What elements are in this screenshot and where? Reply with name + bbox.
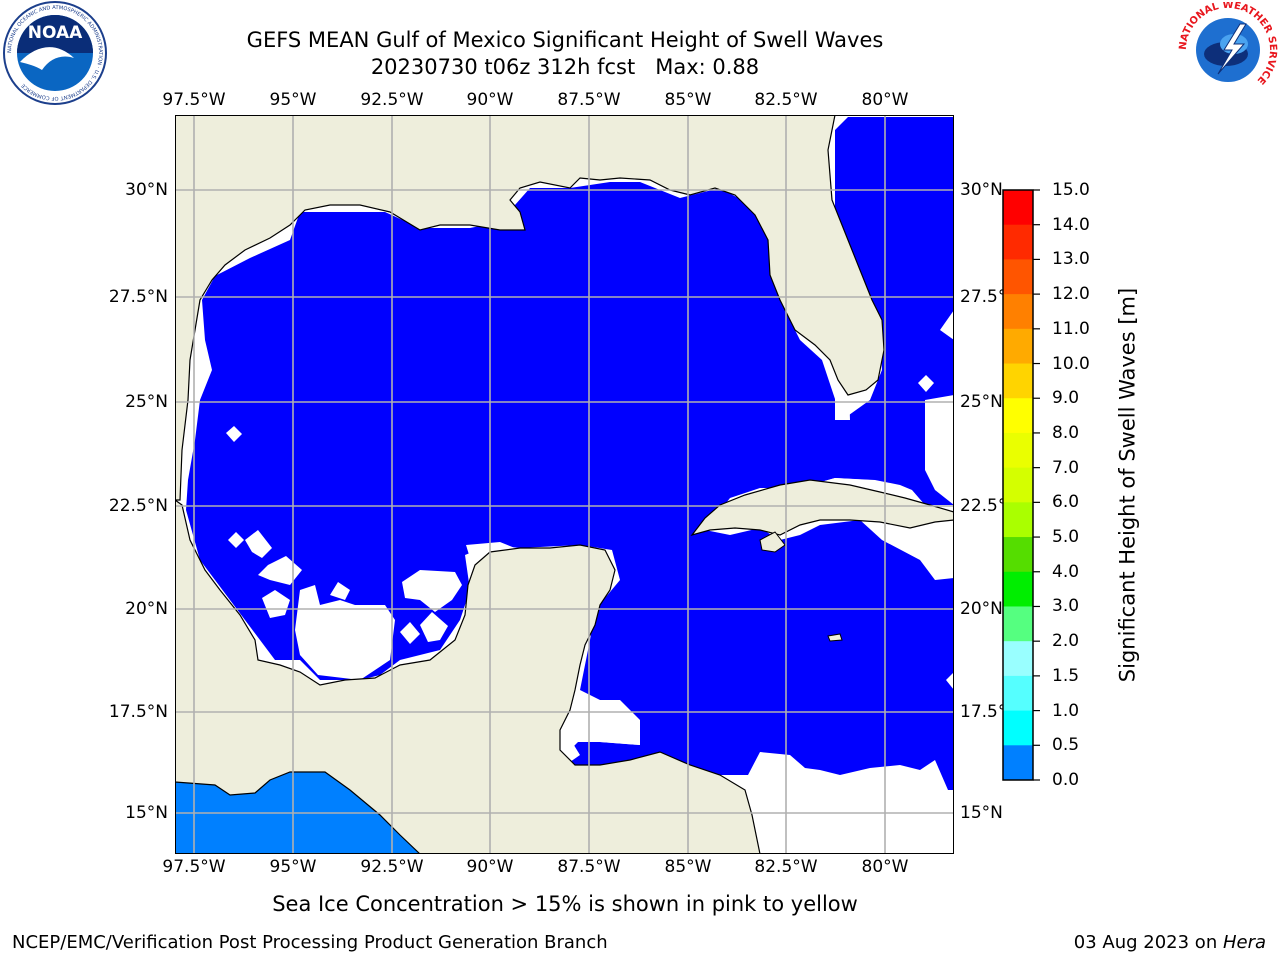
land-jamaica [827,633,843,642]
lat-tick-label: 15°N [960,803,1003,823]
colorbar-tick-label: 6.0 [1052,492,1080,513]
lat-tick-label: 27.5°N [108,287,168,307]
colorbar-segment [1003,467,1033,503]
colorbar-tick-label: 15.0 [1052,180,1090,200]
lat-tick-label: 20°N [960,599,1003,619]
lon-tick-label: 85°W [664,857,712,877]
sea-ice-note: Sea Ice Concentration > 15% is shown in … [272,892,858,916]
colorbar-tick-label: 2.0 [1052,631,1080,652]
lat-tick-label: 22.5°N [108,496,168,516]
colorbar-segment [1003,537,1033,573]
footer-branch: NCEP/EMC/Verification Post Processing Pr… [12,932,608,953]
noaa-logo-icon: NOAA NATIONAL OCEANIC AND ATMOSPHERIC AD… [2,0,108,110]
colorbar-tick-label: 5.0 [1052,527,1080,548]
colorbar-title: Significant Height of Swell Waves [m] [1115,287,1140,683]
colorbar-segment [1003,606,1033,642]
svg-text:NOAA: NOAA [28,23,83,43]
colorbar-segment [1003,571,1033,607]
lon-tick-label: 97.5°W [162,90,226,110]
nws-logo-icon: NATIONAL WEATHER SERVICE [1178,0,1278,102]
colorbar-tick-label: 8.0 [1052,422,1080,443]
colorbar-tick-label: 1.0 [1052,700,1080,721]
lat-tick-label: 15°N [125,803,168,823]
colorbar-segment [1003,363,1033,399]
land-north-america [174,114,885,501]
lon-tick-label: 85°W [664,90,712,110]
colorbar-tick-label: 4.0 [1052,561,1080,582]
colorbar-segment [1003,294,1033,330]
lon-tick-label: 90°W [466,90,514,110]
gulf-map [174,114,955,855]
land-mexico [174,498,761,855]
map-panel [174,114,955,858]
lon-tick-label: 87.5°W [557,857,621,877]
chart-title: GEFS MEAN Gulf of Mexico Significant Hei… [246,28,884,52]
footer-host: Hera [1222,932,1266,953]
colorbar-tick-label: 9.0 [1052,388,1080,409]
lon-tick-label: 82.5°W [754,857,818,877]
lon-tick-label: 95°W [269,857,317,877]
graticule [175,115,954,854]
colorbar-segment [1003,432,1033,469]
colorbar-tick-label: 11.0 [1052,318,1090,339]
lat-tick-label: 20°N [125,599,168,619]
lon-tick-label: 92.5°W [360,90,424,110]
colorbar-tick-label: 3.0 [1052,596,1080,617]
lon-tick-label: 87.5°W [557,90,621,110]
lat-tick-label: 25°N [960,392,1003,412]
colorbar-tick-label: 12.0 [1052,284,1090,305]
lon-tick-label: 90°W [466,857,514,877]
land-isle [759,531,786,553]
lon-tick-label: 95°W [269,90,317,110]
colorbar [1002,189,1046,785]
footer-date: 03 Aug 2023 on Hera [1074,932,1266,954]
chart-subtitle: 20230730 t06z 312h fcst Max: 0.88 [370,55,760,79]
colorbar-tick-label: 0.0 [1052,770,1080,790]
colorbar-frame [1002,189,1034,781]
colorbar-segment [1003,224,1033,260]
colorbar-segment [1003,745,1033,781]
footer-date-text: 03 Aug 2023 on [1073,932,1223,953]
colorbar-svg [1002,189,1040,781]
colorbar-tick-label: 7.0 [1052,457,1080,478]
lat-tick-label: 25°N [125,392,168,412]
colorbar-tick-label: 10.0 [1052,353,1090,374]
colorbar-segment [1003,190,1033,226]
colorbar-segment [1003,675,1033,712]
colorbar-tick-label: 1.5 [1052,665,1080,686]
colorbar-segment [1003,641,1033,677]
lon-tick-label: 97.5°W [162,857,226,877]
lat-tick-label: 30°N [960,180,1003,200]
colorbar-tick-label: 14.0 [1052,214,1090,235]
colorbar-segment [1003,328,1033,365]
lon-tick-label: 80°W [861,90,909,110]
colorbar-segment [1003,710,1033,746]
colorbar-segment [1003,398,1033,434]
lon-tick-label: 92.5°W [360,857,424,877]
colorbar-tick-label: 13.0 [1052,249,1090,270]
colorbar-segment [1003,502,1033,538]
lon-tick-label: 80°W [861,857,909,877]
colorbar-segment [1003,259,1033,295]
lat-tick-label: 17.5°N [108,702,168,722]
lon-tick-label: 82.5°W [754,90,818,110]
colorbar-tick-label: 0.5 [1052,735,1080,756]
lat-tick-label: 30°N [125,180,168,200]
